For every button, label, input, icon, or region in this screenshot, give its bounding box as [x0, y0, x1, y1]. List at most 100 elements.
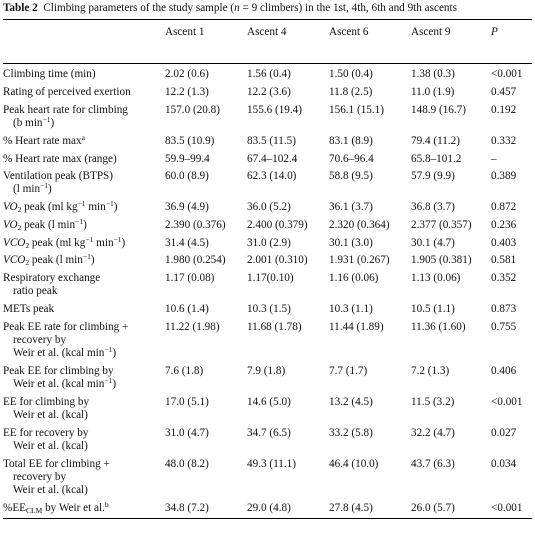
- label-text: (l min: [13, 183, 41, 196]
- cell-ascent-9: 1.905 (0.381): [411, 254, 472, 267]
- row-label-line-1: Total EE for climbing +: [3, 457, 110, 470]
- row-label: % Heart rate maxa: [3, 132, 163, 153]
- cell-p: 0.403: [491, 236, 517, 249]
- table-row-peak-ee-rate: Peak EE rate for climbing + recovery by …: [3, 321, 532, 365]
- cell-p: 0.873: [491, 303, 517, 315]
- cell-p: <0.001: [491, 395, 523, 408]
- cell-ascent-4: 67.4–102.4: [247, 152, 298, 165]
- data-table: Ascent 1 Ascent 4 Ascent 6 Ascent 9 P Cl…: [3, 19, 532, 520]
- row-label-line-1: Peak EE rate for climbing +: [3, 320, 129, 333]
- row-label-line-2: recovery by: [13, 470, 67, 483]
- cell-ascent-1: 2.390 (0.376): [165, 218, 226, 231]
- cell-ascent-1: 48.0 (8.2): [165, 457, 209, 470]
- row-label-line-2: (b min−1): [3, 115, 161, 130]
- label-text: ): [90, 254, 95, 267]
- cell-ascent-9: 11.5 (3.2): [411, 395, 455, 408]
- row-label: Rating of perceived exertion: [3, 86, 131, 99]
- row-label: Ventilation peak (BTPS) (l min−1): [3, 170, 163, 201]
- cell-ascent-1: 157.0 (20.8): [165, 103, 220, 116]
- header-empty: [3, 24, 163, 39]
- row-label: EE for climbing by Weir et al. (kcal): [3, 396, 163, 427]
- header-ascent-6: Ascent 6: [329, 26, 369, 39]
- cell-ascent-9: 11.0 (1.9): [411, 86, 455, 99]
- cell-ascent-4: 29.0 (4.8): [245, 501, 327, 520]
- header-p: P: [491, 26, 498, 39]
- label-sup: −1: [40, 181, 49, 191]
- cell-ascent-6: 46.4 (10.0): [329, 457, 379, 470]
- cell-ascent-6: 7.7 (1.7): [329, 364, 368, 377]
- cell-ascent-4: 31.0 (2.9): [247, 236, 291, 249]
- cell-ascent-6: 2.320 (0.364): [329, 218, 390, 231]
- header-ascent-4: Ascent 4: [247, 26, 287, 39]
- table-row-vco2-abs: VCO2 peak (l min−1) 1.980 (0.254) 2.001 …: [3, 253, 532, 272]
- cell-ascent-4: 155.6 (19.4): [247, 103, 302, 116]
- cell-p: 0.872: [491, 201, 517, 214]
- caption-n-var: n: [234, 2, 240, 14]
- table-row-rer: Respiratory exchange ratio peak 1.17 (0.…: [3, 272, 532, 303]
- label-text: ): [112, 378, 117, 391]
- cell-ascent-4: 1.56 (0.4): [247, 68, 291, 81]
- label-sup: −1: [77, 199, 86, 209]
- table-row-total-ee: Total EE for climbing + recovery by Weir…: [3, 458, 532, 502]
- table-caption: Table 2 Climbing parameters of the study…: [3, 2, 532, 15]
- row-label-line-2: ratio peak: [13, 285, 58, 298]
- label-text: ): [112, 347, 117, 360]
- cell-ascent-6: 27.8 (4.5): [327, 501, 409, 520]
- cell-ascent-6: 10.3 (1.1): [329, 303, 373, 315]
- label-text: peak (l min: [21, 218, 76, 231]
- table-label: Table 2: [3, 2, 38, 14]
- cell-p: 0.755: [491, 320, 517, 333]
- cell-ascent-6: 36.1 (3.7): [329, 201, 373, 214]
- cell-ascent-6: 13.2 (4.5): [329, 395, 373, 408]
- cell-p: 0.581: [491, 254, 517, 267]
- cell-ascent-4: 36.0 (5.2): [247, 201, 291, 214]
- table-row-pct-ee-clm: %EECLM by Weir et al.b 34.8 (7.2) 29.0 (…: [3, 501, 532, 520]
- footnote-marker: a: [81, 132, 85, 142]
- cell-ascent-6: 156.1 (15.1): [329, 103, 384, 116]
- table-row-climbing-time: Climbing time (min) 2.02 (0.6) 1.56 (0.4…: [3, 64, 532, 86]
- caption-text-post: = 9 climbers) in the 1st, 4th, 6th and 9…: [239, 2, 457, 14]
- label-text: by Weir et al.: [42, 501, 105, 514]
- cell-p: 0.192: [491, 103, 517, 116]
- table-row-hr-max: % Heart rate maxa 83.5 (10.9) 83.5 (11.5…: [3, 132, 532, 153]
- row-label: Respiratory exchange ratio peak: [3, 272, 163, 303]
- cell-ascent-9: 7.2 (1.3): [411, 364, 450, 377]
- row-label-line-1: EE for recovery by: [3, 426, 89, 439]
- row-label: VCO2 peak (ml kg−1 min−1): [3, 235, 163, 255]
- cell-p: 0.332: [491, 134, 517, 147]
- table-row-peak-hr: Peak heart rate for climbing (b min−1) 1…: [3, 104, 532, 135]
- label-var: VO: [3, 218, 18, 231]
- table-row-rpe: Rating of perceived exertion 12.2 (1.3) …: [3, 86, 532, 104]
- label-sup: −1: [104, 345, 113, 355]
- cell-ascent-6: 83.1 (8.9): [329, 134, 373, 147]
- cell-ascent-4: 10.3 (1.5): [247, 303, 291, 315]
- cell-ascent-1: 60.0 (8.9): [165, 170, 209, 183]
- cell-ascent-9: 36.8 (3.7): [411, 201, 455, 214]
- row-label-line-2: Weir et al. (kcal): [13, 409, 88, 422]
- cell-ascent-4: 7.9 (1.8): [247, 364, 286, 377]
- cell-ascent-6: 70.6–96.4: [329, 152, 374, 165]
- row-label-line-3: Weir et al. (kcal min−1): [3, 345, 161, 360]
- table-row-vco2-rel: VCO2 peak (ml kg−1 min−1) 31.4 (4.5) 31.…: [3, 235, 532, 255]
- cell-ascent-1: 12.2 (1.3): [165, 86, 209, 99]
- cell-ascent-1: 31.0 (4.7): [165, 426, 209, 439]
- cell-ascent-6: 33.2 (5.8): [329, 426, 373, 439]
- caption-text-pre: Climbing parameters of the study sample …: [43, 2, 235, 14]
- label-var: VO: [3, 201, 18, 214]
- table-row-peak-ee-climb: Peak EE for climbing by Weir et al. (kca…: [3, 365, 532, 396]
- row-label: Peak EE for climbing by Weir et al. (kca…: [3, 365, 163, 396]
- cell-p: –: [491, 152, 497, 165]
- cell-ascent-4: 12.2 (3.6): [247, 86, 291, 99]
- row-label-line-3: Weir et al. (kcal): [13, 484, 88, 497]
- row-label-line-1: EE for climbing by: [3, 395, 90, 408]
- label-text: % Heart rate max: [3, 134, 82, 147]
- cell-ascent-4: 2.400 (0.379): [247, 218, 308, 231]
- cell-ascent-9: 65.8–101.2: [411, 152, 462, 165]
- label-text: peak (ml kg: [29, 236, 86, 249]
- label-sup: −1: [42, 115, 51, 125]
- row-label: Climbing time (min): [3, 68, 96, 81]
- cell-p: 0.389: [491, 170, 517, 183]
- header-ascent-9: Ascent 9: [411, 26, 451, 39]
- row-label: %EECLM by Weir et al.b: [3, 501, 163, 520]
- label-text: min: [93, 236, 114, 249]
